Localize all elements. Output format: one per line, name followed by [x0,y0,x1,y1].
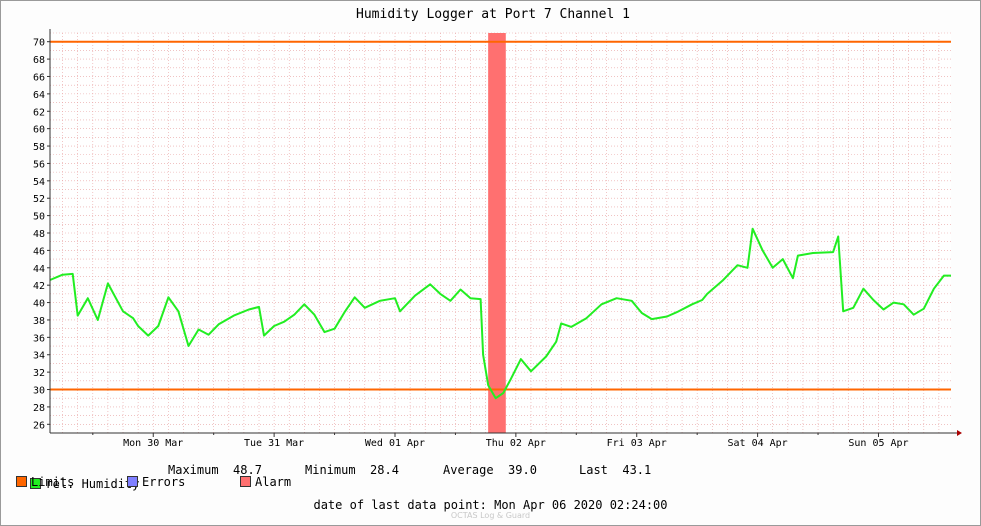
max-label: Maximum [168,463,219,477]
last-data-point: date of last data point: Mon Apr 06 2020… [0,498,981,512]
series-label: rel. Humidity [45,477,140,491]
y-tick-label: 48 [33,229,45,240]
y-tick-label: 30 [33,386,45,397]
y-tick-label: 36 [33,333,45,344]
min-label: Minimum [305,463,356,477]
y-tick-label: 40 [33,299,45,310]
x-tick-label: Tue 31 Mar [244,438,304,449]
x-tick-label: Mon 30 Mar [123,438,183,449]
x-tick-label: Sun 05 Apr [848,438,908,449]
y-tick-label: 34 [33,351,45,362]
y-tick-label: 56 [33,159,45,170]
stat-max: Maximum 48.7 [168,463,262,477]
chart-title: Humidity Logger at Port 7 Channel 1 [356,7,630,22]
x-tick-label: Thu 02 Apr [486,438,546,449]
limits-swatch [16,476,27,487]
y-tick-label: 58 [33,142,45,153]
x-tick-label: Wed 01 Apr [365,438,425,449]
y-tick-label: 66 [33,72,45,83]
max-value: 48.7 [233,463,262,477]
last-data-point-label: date of last data point: [313,498,487,512]
y-tick-label: 54 [33,177,45,188]
stat-min: Minimum 28.4 [305,463,399,477]
legend-alarm: Alarm [240,475,291,489]
watermark: OCTAS Log & Guard [450,511,531,520]
stat-avg: Average 39.0 [443,463,537,477]
stat-last: Last 43.1 [579,463,651,477]
errors-swatch [127,476,138,487]
errors-label: Errors [142,475,186,489]
y-tick-label: 46 [33,246,45,257]
x-tick-label: Fri 03 Apr [607,438,667,449]
y-tick-label: 38 [33,316,45,327]
y-tick-label: 26 [33,420,45,431]
y-tick-label: 42 [33,281,45,292]
alarm-band [488,33,506,433]
last-data-point-value: Mon Apr 06 2020 02:24:00 [494,498,668,512]
alarm-label: Alarm [255,475,292,489]
x-tick-label: Sat 04 Apr [727,438,787,449]
y-tick-label: 32 [33,368,45,379]
min-value: 28.4 [370,463,399,477]
avg-label: Average [443,463,494,477]
y-tick-label: 50 [33,212,45,223]
last-value: 43.1 [622,463,652,477]
y-tick-label: 60 [33,125,45,136]
y-tick-label: 68 [33,55,45,66]
limits-label: Limits [31,475,75,489]
legend-row-series: rel. Humidity [16,463,139,491]
y-tick-label: 28 [33,403,45,414]
y-tick-label: 70 [33,38,45,49]
legend-errors: Errors [127,475,185,489]
legend-limits: Limits [16,475,74,489]
y-tick-label: 44 [33,264,45,275]
alarm-swatch [240,476,251,487]
y-tick-label: 62 [33,107,45,118]
last-label: Last [579,463,608,477]
series-swatch [30,478,42,489]
y-tick-label: 64 [33,90,45,101]
x-axis-arrow [957,430,962,436]
avg-value: 39.0 [508,463,537,477]
series-line-rel-humidity [49,227,951,400]
y-tick-label: 52 [33,194,45,205]
